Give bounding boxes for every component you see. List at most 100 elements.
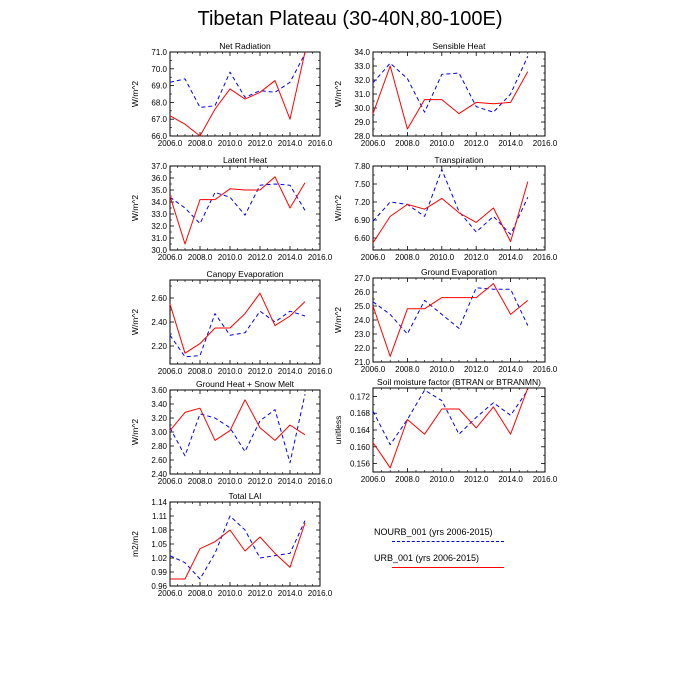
y-axis-label: W/m^2: [130, 81, 140, 107]
series-line-nourb: [169, 310, 306, 358]
x-tick-label: 2008.0: [188, 253, 213, 262]
y-tick-label: 68.0: [151, 98, 167, 107]
panel-title: Canopy Evaporation: [206, 269, 283, 279]
x-tick-label: 2012.0: [464, 365, 489, 374]
panel-title: Total LAI: [228, 491, 261, 501]
y-tick-label: 66.0: [151, 132, 167, 141]
series-line-urb: [372, 181, 529, 244]
y-tick-label: 2.60: [151, 294, 167, 303]
y-tick-label: 1.11: [152, 512, 168, 521]
y-tick-label: 0.99: [151, 568, 167, 577]
x-tick-label: 2010.0: [218, 589, 243, 598]
y-tick-label: 0.160: [350, 443, 371, 452]
x-tick-label: 2016.0: [533, 253, 558, 262]
plot-frame: [372, 387, 546, 473]
y-tick-label: 31.0: [354, 90, 370, 99]
x-tick-label: 2016.0: [533, 139, 558, 148]
x-tick-label: 2008.0: [395, 253, 420, 262]
y-tick-label: 3.00: [151, 428, 167, 437]
series-line-nourb: [169, 183, 306, 225]
x-tick-label: 2016.0: [308, 477, 333, 486]
x-tick-label: 2014.0: [498, 475, 523, 484]
panel-latent-heat: Latent Heat W/m^2 2006.0 2008.0 2010.0 2012.0…: [130, 155, 333, 262]
panel-transpiration: Transpiration W/m^2 2006.0 2008.0 2010.0 2012…: [333, 155, 558, 262]
panel-canopy-evaporation: Canopy Evaporation W/m^2 2006.0 2008.0 2010.…: [130, 269, 333, 376]
y-tick-label: 33.0: [151, 210, 167, 219]
x-tick-label: 2016.0: [308, 589, 333, 598]
plot-frame: [372, 165, 546, 251]
y-tick-label: 34.0: [151, 198, 167, 207]
y-axis-label: W/m^2: [130, 419, 140, 445]
y-tick-label: 7.80: [354, 162, 370, 171]
y-tick-label: 2.80: [151, 442, 167, 451]
x-tick-label: 2006.0: [158, 367, 183, 376]
y-tick-label: 3.60: [151, 386, 167, 395]
y-tick-label: 1.02: [151, 554, 167, 563]
series-line-nourb: [169, 394, 306, 464]
y-tick-label: 35.0: [151, 186, 167, 195]
x-tick-label: 2008.0: [395, 475, 420, 484]
x-tick-label: 2010.0: [218, 477, 243, 486]
panel-ground-evaporation: Ground Evaporation W/m^2 2006.0 2008.0 2010.…: [333, 267, 558, 374]
series-line-nourb: [169, 53, 306, 108]
y-tick-label: 6.60: [354, 234, 370, 243]
legend-entry-urb: URB_001 (yrs 2006-2015): [362, 553, 542, 579]
y-tick-label: 2.40: [151, 318, 167, 327]
x-tick-label: 2014.0: [498, 253, 523, 262]
plot-frame: [169, 279, 321, 365]
x-tick-label: 2012.0: [248, 589, 273, 598]
y-axis-label: W/m^2: [333, 81, 343, 107]
y-tick-label: 0.172: [350, 392, 371, 401]
legend-label-nourb: NOURB_001 (yrs 2006-2015): [374, 527, 493, 537]
y-tick-label: 22.0: [354, 344, 370, 353]
y-tick-label: 23.0: [354, 330, 370, 339]
x-tick-label: 2008.0: [188, 589, 213, 598]
panel-net-radiation: Net Radiation W/m^2 2006.0 2008.0 2010.0 2012…: [130, 41, 333, 148]
y-tick-label: 34.0: [354, 48, 370, 57]
x-tick-label: 2006.0: [158, 589, 183, 598]
x-tick-label: 2010.0: [430, 475, 455, 484]
legend: NOURB_001 (yrs 2006-2015) URB_001 (yrs 2…: [362, 527, 542, 579]
y-tick-label: 2.40: [151, 470, 167, 479]
y-tick-label: 3.20: [151, 414, 167, 423]
y-tick-label: 31.0: [151, 234, 167, 243]
y-tick-label: 2.20: [151, 342, 167, 351]
y-tick-label: 33.0: [354, 62, 370, 71]
x-tick-label: 2014.0: [498, 365, 523, 374]
series-line-urb: [372, 283, 529, 357]
y-tick-label: 24.0: [354, 316, 370, 325]
x-tick-label: 2008.0: [188, 139, 213, 148]
series-line-urb: [169, 51, 306, 137]
x-tick-label: 2008.0: [395, 365, 420, 374]
x-tick-label: 2012.0: [248, 253, 273, 262]
series-line-nourb: [372, 55, 529, 113]
x-tick-label: 2016.0: [533, 475, 558, 484]
x-tick-label: 2008.0: [395, 139, 420, 148]
series-line-nourb: [372, 389, 529, 446]
y-tick-label: 1.14: [151, 498, 167, 507]
y-tick-label: 70.0: [151, 65, 167, 74]
x-tick-label: 2014.0: [498, 139, 523, 148]
y-axis-label: W/m^2: [333, 307, 343, 333]
x-tick-label: 2006.0: [361, 475, 386, 484]
y-axis-label: W/m^2: [130, 309, 140, 335]
panel-title: Net Radiation: [219, 41, 271, 51]
panel-title: Ground Evaporation: [421, 267, 497, 277]
x-tick-label: 2008.0: [188, 477, 213, 486]
panel-sensible-heat: Sensible Heat W/m^2 2006.0 2008.0 2010.0 2012…: [333, 41, 558, 148]
y-axis-label: W/m^2: [130, 195, 140, 221]
x-tick-label: 2006.0: [361, 365, 386, 374]
panel-title: Soil moisture factor (BTRAN or BTRANMN): [377, 377, 541, 387]
y-tick-label: 28.0: [354, 132, 370, 141]
series-line-nourb: [372, 287, 529, 335]
y-tick-label: 67.0: [151, 115, 167, 124]
y-tick-label: 36.0: [151, 174, 167, 183]
panel-total-lai: Total LAI m2/m2 2006.0 2008.0 2010.0 2012.0 20…: [130, 491, 333, 598]
legend-swatch-solid-red: [392, 567, 504, 568]
y-tick-label: 37.0: [151, 162, 167, 171]
x-tick-label: 2006.0: [158, 139, 183, 148]
series-line-nourb: [372, 169, 529, 235]
y-tick-label: 21.0: [354, 358, 370, 367]
x-tick-label: 2014.0: [278, 367, 303, 376]
series-line-urb: [169, 176, 306, 245]
